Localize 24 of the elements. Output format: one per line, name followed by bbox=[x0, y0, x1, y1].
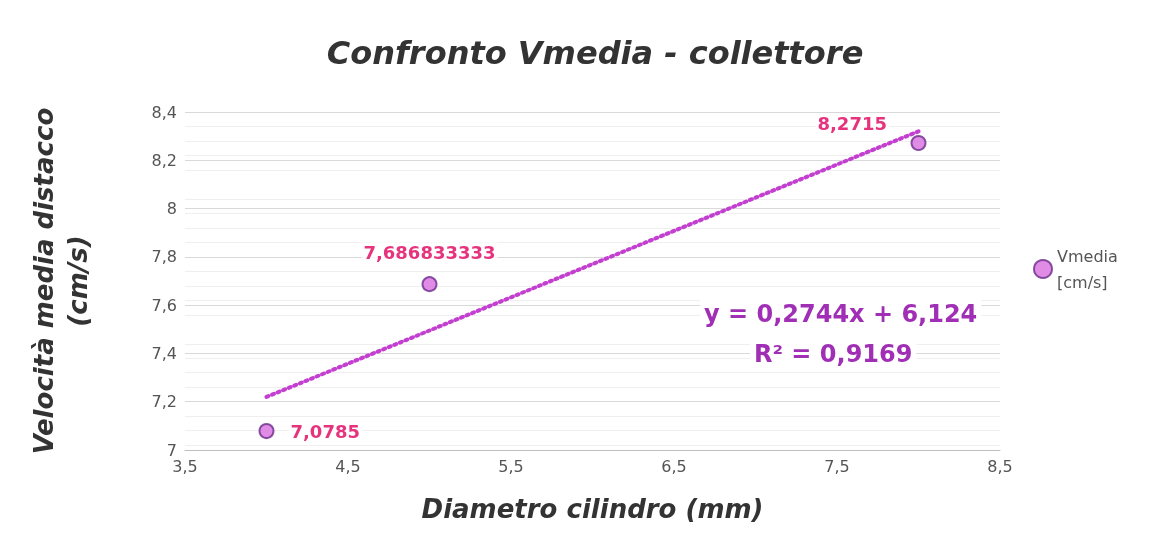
point bbox=[421, 276, 438, 293]
annotation: y = 0,2744x + 6,124 bbox=[704, 300, 978, 328]
x-tick-label: 5,5 bbox=[498, 456, 524, 476]
y-tick-label: 7,6 bbox=[151, 295, 177, 315]
y-tick-label: 8,2 bbox=[151, 150, 177, 170]
legend-label: Vmedia [cm/s] bbox=[1057, 246, 1123, 292]
x-tick-label: 6,5 bbox=[661, 456, 687, 476]
x-tick-label: 4,5 bbox=[335, 456, 361, 476]
x-tick-label: 7,5 bbox=[824, 456, 850, 476]
x-axis-title: Diametro cilindro (mm) bbox=[421, 494, 764, 524]
y-tick-label: 7,2 bbox=[151, 392, 177, 412]
data-label: 7,686833333 bbox=[363, 241, 496, 263]
y-tick-label: 7,8 bbox=[151, 247, 177, 267]
data-label: 7,0785 bbox=[290, 420, 360, 442]
annotation: R² = 0,9169 bbox=[754, 340, 913, 368]
y-tick-label: 8 bbox=[166, 199, 177, 219]
point bbox=[910, 135, 927, 152]
point bbox=[258, 423, 275, 440]
y-tick-label: 7,4 bbox=[151, 343, 177, 363]
data-label: 8,2715 bbox=[817, 112, 887, 134]
y-axis-title: Velocità media distacco (cm/s) bbox=[29, 107, 93, 455]
y-tick-label: 8,4 bbox=[151, 102, 177, 122]
chart-title: Confronto Vmedia - collettore bbox=[326, 34, 864, 72]
x-tick-label: 8,5 bbox=[987, 456, 1013, 476]
